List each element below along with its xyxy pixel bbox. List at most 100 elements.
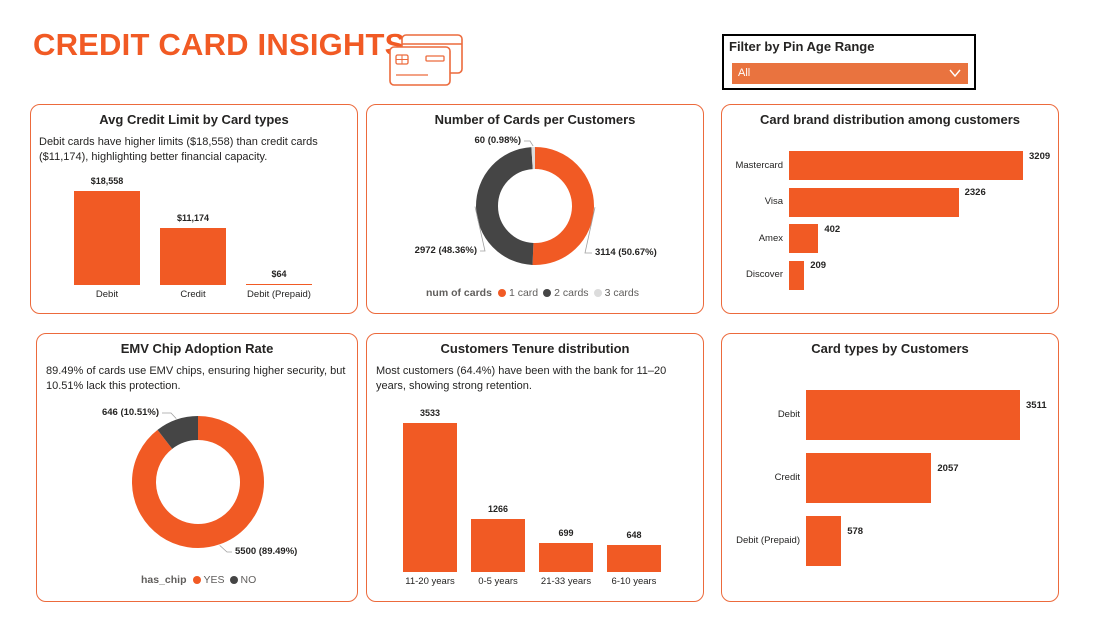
donut-slice-yes bbox=[132, 416, 264, 548]
bar bbox=[403, 423, 457, 572]
cards-per-customer-chart: 3114 (50.67%) 2972 (48.36%) 60 (0.98%) num … bbox=[367, 105, 703, 313]
legend-label: 3 cards bbox=[604, 287, 639, 299]
legend-item: 1 card bbox=[497, 287, 539, 299]
cards-per-customer-panel: Number of Cards per Customers 3114 (50.6… bbox=[366, 104, 704, 314]
avg-credit-limit-title: Avg Credit Limit by Card types bbox=[99, 112, 289, 127]
leader-line bbox=[219, 545, 232, 553]
donut-slice-no bbox=[157, 416, 199, 450]
legend-label: YES bbox=[203, 574, 225, 586]
bar bbox=[806, 516, 842, 566]
bar-value-label: 648 bbox=[626, 529, 642, 540]
brand-distribution-chart: Mastercard 3209 Visa 2326 Amex 402 Discover 209 bbox=[722, 105, 1058, 313]
bar-value-label: $64 bbox=[271, 268, 287, 279]
legend-label: NO bbox=[240, 574, 257, 586]
tenure-description: Most customers (64.4%) have been with th… bbox=[376, 365, 667, 392]
pin-age-range-filter: Filter by Pin Age Range All bbox=[722, 34, 976, 90]
donut-slice-1-card bbox=[532, 147, 594, 265]
bar-value-label: 1266 bbox=[487, 503, 509, 514]
card-types-chart: Debit 3511 Credit 2057 Debit (Prepaid) 578 bbox=[722, 334, 1058, 601]
bar-value-label: 3209 bbox=[1029, 150, 1051, 162]
avg-credit-limit-chart: $18,558 Debit $11,174 Credit $64 Debit (Prepa… bbox=[31, 105, 357, 313]
bar-value-label: 3511 bbox=[1026, 400, 1047, 411]
donut-slice-2-cards bbox=[476, 147, 534, 265]
emv-chip-description: 89.49% of cards use EMV chips, ensuring … bbox=[46, 365, 346, 392]
bar-value-label: 402 bbox=[824, 223, 841, 235]
legend-title: num of cards bbox=[426, 287, 492, 299]
leader-line bbox=[162, 412, 177, 419]
legend-swatch bbox=[497, 289, 506, 297]
card-types-panel: Card types by Customers Debit 3511 Credit 2… bbox=[721, 333, 1059, 602]
donut-svg bbox=[132, 412, 264, 553]
bar bbox=[789, 187, 959, 217]
bar-value-label: 2057 bbox=[937, 463, 959, 474]
x-tick-label: Debit (Prepaid) bbox=[247, 289, 311, 300]
legend-item: 3 cards bbox=[593, 287, 639, 299]
emv-chip-title: EMV Chip Adoption Rate bbox=[120, 341, 274, 356]
donut-svg bbox=[474, 140, 596, 265]
bar-value-label: 699 bbox=[558, 527, 574, 538]
legend-title: has_chip bbox=[141, 574, 187, 586]
legend-swatch bbox=[192, 576, 201, 584]
chart-legend: has_chip YES NO bbox=[141, 574, 261, 586]
emv-chip-chart: 5500 (89.49%) 646 (10.51%) has_chip YES NO bbox=[37, 334, 357, 601]
brand-distribution-title: Card brand distribution among customers bbox=[759, 112, 1021, 127]
brand-distribution-panel: Card brand distribution among customers … bbox=[721, 104, 1059, 314]
bar bbox=[74, 191, 140, 285]
x-tick-label: 21-33 years bbox=[540, 576, 592, 587]
card-types-title: Card types by Customers bbox=[811, 341, 969, 356]
donut-data-label: 2972 (48.36%) bbox=[414, 245, 477, 256]
bar-value-label: 3533 bbox=[419, 408, 441, 418]
pin-age-range-dropdown[interactable]: All bbox=[732, 63, 968, 84]
avg-credit-limit-panel: Avg Credit Limit by Card types Debit car… bbox=[30, 104, 358, 314]
cards-per-customer-title: Number of Cards per Customers bbox=[434, 112, 636, 127]
leader-line bbox=[584, 207, 596, 254]
legend-label: 1 card bbox=[508, 287, 539, 299]
legend-swatch bbox=[229, 576, 238, 584]
bar bbox=[471, 518, 525, 572]
bar-value-label: $11,174 bbox=[176, 213, 210, 224]
bar-value-label: 209 bbox=[810, 260, 827, 271]
page-title: CREDIT CARD INSIGHTS bbox=[33, 27, 406, 62]
bar bbox=[789, 260, 805, 290]
x-tick-label: 6-10 years bbox=[611, 576, 657, 587]
bar bbox=[789, 151, 1023, 180]
chevron-down-icon bbox=[949, 69, 961, 78]
filter-label: Filter by Pin Age Range bbox=[729, 39, 875, 54]
legend-item: YES bbox=[192, 574, 225, 586]
bar bbox=[806, 453, 932, 503]
donut-data-label: 60 (0.98%) bbox=[474, 135, 521, 146]
avg-credit-limit-description: Debit cards have higher limits ($18,558)… bbox=[39, 136, 318, 163]
tenure-chart: 3533 11-20 years 1266 0-5 years 699 21-33 yea… bbox=[367, 334, 703, 601]
x-tick-label: Credit bbox=[180, 289, 206, 300]
tenure-title: Customers Tenure distribution bbox=[440, 341, 630, 356]
y-tick-label: Visa bbox=[764, 196, 783, 207]
y-tick-label: Discover bbox=[746, 269, 783, 280]
bar-value-label: 578 bbox=[847, 526, 864, 537]
credit-card-icon bbox=[389, 34, 463, 86]
chart-legend: num of cards 1 card 2 cards 3 cards bbox=[426, 287, 644, 299]
filter-selected-value: All bbox=[738, 67, 751, 79]
legend-item: 2 cards bbox=[543, 287, 589, 299]
bar bbox=[539, 542, 593, 572]
y-tick-label: Mastercard bbox=[735, 159, 783, 171]
legend-swatch bbox=[543, 289, 552, 297]
bar bbox=[789, 224, 819, 253]
bar bbox=[806, 390, 1020, 440]
legend-item: NO bbox=[229, 574, 257, 586]
leader-line bbox=[524, 140, 534, 147]
legend-swatch bbox=[593, 289, 602, 297]
y-tick-label: Debit bbox=[777, 409, 800, 420]
bar bbox=[160, 228, 226, 285]
bar-value-label: $18,558 bbox=[90, 176, 124, 186]
bar bbox=[607, 544, 661, 572]
x-tick-label: Debit bbox=[95, 289, 119, 300]
bar-value-label: 2326 bbox=[964, 187, 986, 198]
emv-chip-panel: EMV Chip Adoption Rate 89.49% of cards u… bbox=[36, 333, 358, 602]
tenure-panel: Customers Tenure distribution Most custo… bbox=[366, 333, 704, 602]
y-tick-label: Credit bbox=[774, 472, 800, 483]
x-tick-label: 0-5 years bbox=[478, 576, 518, 587]
leader-line bbox=[474, 206, 486, 252]
legend-label: 2 cards bbox=[554, 287, 589, 299]
donut-data-label: 5500 (89.49%) bbox=[235, 546, 298, 557]
x-tick-label: 11-20 years bbox=[405, 576, 455, 587]
